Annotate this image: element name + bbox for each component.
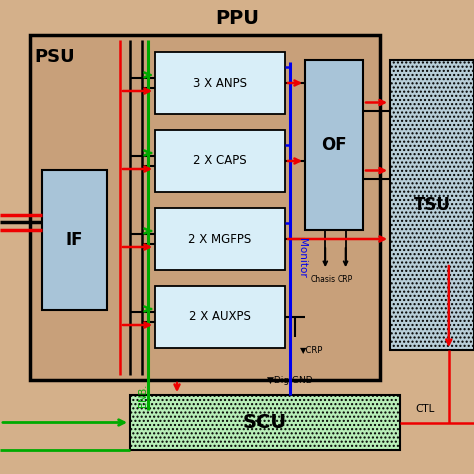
Text: ▼CRP: ▼CRP xyxy=(300,345,323,354)
Bar xyxy=(155,208,285,270)
Text: 2 X CAPS: 2 X CAPS xyxy=(193,155,247,167)
Bar xyxy=(130,395,400,450)
Text: PSU: PSU xyxy=(35,48,75,66)
Bar xyxy=(390,60,474,350)
Text: 2 X AUXPS: 2 X AUXPS xyxy=(189,310,251,323)
Text: 2 X MGFPS: 2 X MGFPS xyxy=(188,233,252,246)
Text: IF: IF xyxy=(66,231,83,249)
Text: CTL: CTL xyxy=(415,404,435,414)
Text: PPU: PPU xyxy=(215,9,259,27)
Text: 3 X ANPS: 3 X ANPS xyxy=(193,76,247,90)
Bar xyxy=(155,286,285,348)
Text: OF: OF xyxy=(321,136,347,154)
Text: CRP: CRP xyxy=(338,275,353,284)
Text: ENB.: ENB. xyxy=(138,383,148,407)
Text: SCU: SCU xyxy=(243,413,287,432)
Text: ▼Dig GND: ▼Dig GND xyxy=(267,376,313,385)
Text: Chasis: Chasis xyxy=(311,275,336,284)
Text: Monitor: Monitor xyxy=(297,237,307,277)
Bar xyxy=(305,60,363,230)
Bar xyxy=(155,52,285,114)
Bar xyxy=(155,130,285,192)
Bar xyxy=(42,170,107,310)
Bar xyxy=(30,35,380,380)
Text: TSU: TSU xyxy=(413,196,450,214)
